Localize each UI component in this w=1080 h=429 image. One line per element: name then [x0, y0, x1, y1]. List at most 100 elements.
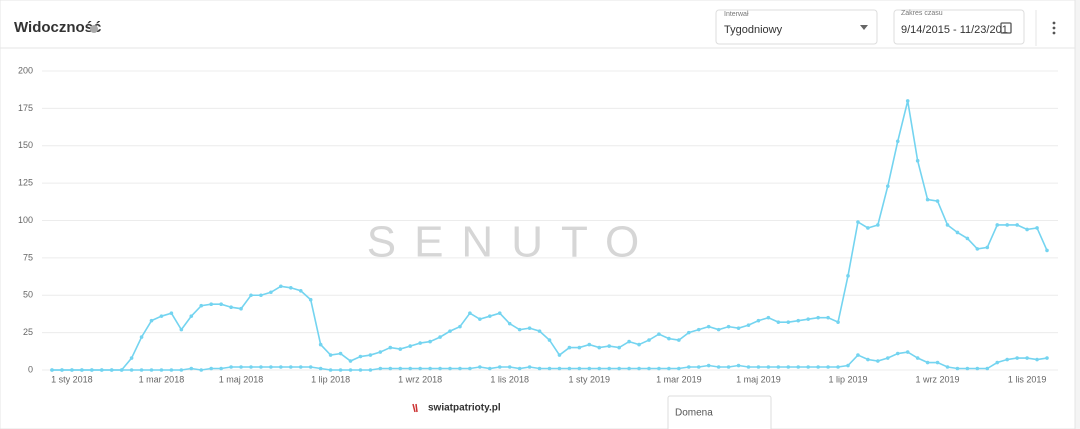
data-point: [348, 368, 353, 372]
data-point: [756, 318, 761, 323]
data-point: [497, 365, 502, 369]
data-point: [497, 311, 502, 315]
data-point: [169, 311, 174, 315]
y-tick-label: 200: [18, 65, 33, 75]
data-point: [428, 366, 432, 371]
data-point: [478, 365, 482, 369]
domain-box[interactable]: [667, 395, 772, 429]
data-point: [1045, 356, 1049, 360]
x-tick-label: 1 maj 2018: [219, 374, 264, 384]
data-point: [866, 226, 870, 230]
range-label: Zakres czasu: [901, 10, 943, 17]
data-point: [677, 338, 681, 342]
data-point: [259, 293, 263, 298]
data-point: [786, 320, 791, 324]
data-point: [547, 366, 552, 371]
data-point: [856, 353, 860, 357]
data-point: [80, 368, 84, 372]
data-point: [955, 230, 960, 235]
data-point: [398, 347, 403, 351]
calendar-icon[interactable]: [1000, 22, 1012, 34]
menu-dot[interactable]: [1052, 21, 1056, 25]
data-point: [90, 368, 94, 372]
data-point: [239, 365, 243, 369]
data-point: [239, 306, 243, 311]
domain-label: Domena: [675, 408, 713, 419]
data-point: [129, 356, 134, 360]
data-point: [507, 321, 512, 326]
data-point: [358, 368, 363, 372]
data-point: [378, 350, 383, 354]
data-point: [985, 366, 990, 371]
data-point: [368, 353, 373, 357]
data-point: [617, 366, 621, 371]
data-point: [219, 366, 223, 371]
menu-dot[interactable]: [1052, 31, 1056, 35]
data-point: [567, 366, 572, 371]
data-point: [886, 356, 890, 360]
data-point: [149, 318, 154, 323]
data-point: [935, 360, 940, 365]
data-point: [726, 324, 731, 329]
data-point: [149, 368, 154, 372]
data-point: [119, 368, 124, 372]
data-point: [1005, 223, 1009, 227]
data-point: [388, 345, 393, 350]
data-point: [1035, 357, 1039, 362]
data-point: [1025, 227, 1029, 232]
data-point: [945, 365, 950, 369]
data-point: [995, 360, 1000, 365]
data-point: [945, 223, 950, 227]
data-point: [527, 365, 532, 369]
interval-select[interactable]: [715, 9, 878, 45]
data-point: [547, 338, 552, 342]
data-point: [647, 366, 651, 371]
data-point: [667, 366, 671, 371]
data-point: [458, 324, 462, 329]
data-point: [846, 274, 850, 278]
data-point: [438, 366, 442, 371]
data-point: [667, 336, 671, 341]
data-point: [905, 99, 910, 103]
data-point: [637, 342, 641, 347]
data-point: [796, 318, 801, 323]
data-point: [886, 184, 890, 188]
y-tick-label: 0: [28, 364, 33, 374]
data-point: [756, 365, 761, 369]
data-point: [388, 366, 393, 371]
x-tick-label: 1 lis 2018: [490, 374, 529, 384]
data-point: [726, 365, 731, 369]
y-tick-label: 175: [18, 103, 33, 113]
data-point: [607, 366, 611, 371]
data-point: [925, 197, 930, 202]
range-picker[interactable]: [893, 9, 1025, 45]
data-point: [517, 366, 522, 371]
data-point: [269, 365, 273, 369]
data-point: [746, 323, 751, 327]
data-point: [398, 366, 403, 371]
data-point: [289, 365, 293, 369]
data-point: [905, 350, 910, 354]
data-point: [458, 366, 462, 371]
data-point: [617, 345, 621, 350]
data-point: [587, 342, 592, 347]
info-icon[interactable]: [90, 25, 98, 33]
data-point: [647, 338, 651, 342]
data-point: [657, 366, 661, 371]
data-point: [179, 327, 184, 332]
data-point: [189, 366, 194, 371]
x-tick-label: 1 mar 2018: [139, 374, 185, 384]
data-point: [716, 365, 721, 369]
data-point: [696, 365, 701, 369]
data-point: [269, 290, 273, 295]
data-point: [189, 314, 194, 318]
data-point: [597, 366, 602, 371]
data-point: [577, 366, 582, 371]
data-point: [408, 344, 413, 348]
data-point: [199, 368, 204, 372]
title: Widoczność: [14, 19, 101, 36]
data-point: [537, 329, 542, 333]
menu-dot[interactable]: [1052, 26, 1056, 30]
y-tick-label: 75: [23, 252, 33, 262]
plot: 0 25 50 75 100 125 150 175 200 1 sty 2018 1 mar 20…: [18, 65, 1058, 384]
